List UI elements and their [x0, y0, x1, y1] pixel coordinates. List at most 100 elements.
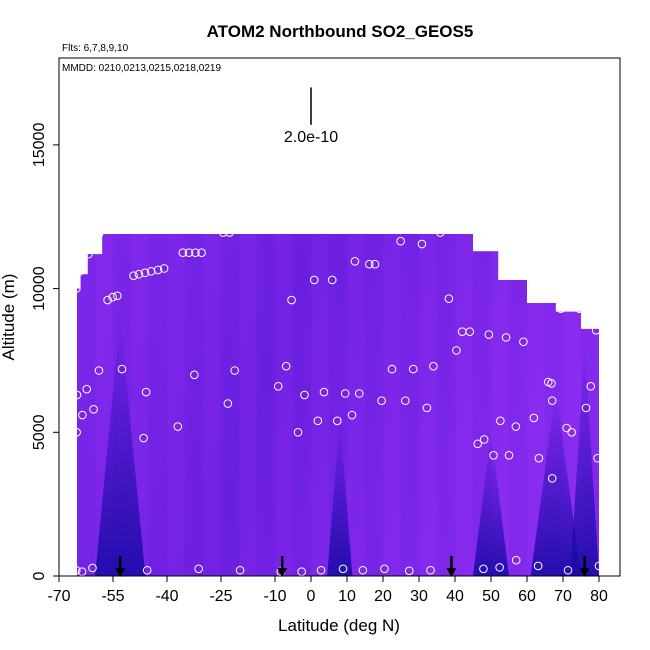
field-band — [77, 233, 95, 576]
sample-points — [71, 228, 604, 576]
scale-bar: 2.0e-10 — [284, 87, 338, 146]
sample-point — [173, 422, 183, 431]
x-axis: -70 -55 -40 -25 -10 0 10 20 30 40 50 60 70 80 — [47, 575, 620, 605]
sample-point — [332, 416, 342, 426]
arrow-head — [277, 568, 288, 577]
sample-point — [191, 248, 200, 257]
x-tick-label: 50 — [482, 588, 500, 605]
sample-point — [142, 565, 152, 575]
field-band — [527, 233, 545, 576]
sample-point — [319, 387, 329, 397]
x-tick-label: 0 — [307, 588, 316, 605]
sample-point — [139, 433, 148, 443]
sample-point — [429, 361, 438, 371]
field-band — [275, 233, 293, 576]
sample-point — [591, 325, 601, 335]
sample-point — [190, 370, 199, 380]
sample-point — [287, 295, 296, 305]
sample-point — [484, 330, 494, 339]
sample-point — [223, 399, 233, 408]
sample-point — [593, 453, 602, 463]
sample-point — [519, 337, 528, 347]
sample-point — [496, 416, 505, 426]
sample-point — [129, 271, 138, 280]
field-band — [401, 233, 419, 576]
x-tick-label: 30 — [410, 588, 428, 605]
sample-point — [401, 396, 410, 405]
field-band — [221, 233, 239, 576]
scale-bar-label: 2.0e-10 — [284, 129, 338, 146]
sample-point — [230, 366, 239, 375]
x-tick-label: -70 — [47, 588, 70, 605]
field-band — [203, 233, 221, 576]
sample-point — [586, 382, 596, 391]
sample-point — [529, 413, 539, 423]
x-axis-title: Latitude (deg N) — [278, 616, 400, 635]
dark-plume — [473, 432, 509, 576]
sample-point — [300, 390, 309, 400]
sample-point — [396, 236, 405, 246]
field-band — [347, 233, 365, 576]
sample-point — [309, 275, 319, 285]
sample-point — [113, 291, 122, 301]
field-band — [383, 233, 401, 576]
x-tick-label: 60 — [518, 588, 536, 605]
sample-point — [435, 228, 445, 237]
sample-point — [501, 333, 511, 342]
sample-point — [594, 561, 604, 571]
sample-point — [504, 450, 514, 460]
x-tick-label: -55 — [101, 588, 124, 605]
sample-point — [84, 249, 93, 259]
sample-point — [77, 567, 87, 576]
sample-point — [422, 403, 432, 413]
x-tick-label: -10 — [263, 588, 286, 605]
sample-point — [194, 564, 203, 574]
arrow-head — [446, 568, 457, 577]
sample-point — [153, 265, 163, 275]
field-band — [293, 233, 311, 576]
sample-point — [563, 565, 573, 575]
sample-point — [511, 422, 521, 431]
dark-plume — [327, 417, 353, 576]
sample-point — [117, 364, 127, 374]
field-band — [419, 233, 437, 576]
sample-point — [575, 304, 584, 314]
dark-plume — [570, 346, 599, 576]
sample-point — [71, 284, 81, 293]
x-tick-label: 40 — [446, 588, 464, 605]
sample-point — [94, 366, 104, 375]
sample-point — [141, 387, 151, 397]
sample-point — [103, 295, 112, 305]
sample-point — [562, 423, 571, 433]
sample-point — [387, 364, 397, 374]
sample-point — [297, 567, 306, 576]
field-band — [239, 233, 257, 576]
sample-point — [377, 396, 386, 405]
field-band — [365, 233, 383, 576]
sample-point — [479, 435, 489, 444]
sample-point — [108, 292, 117, 302]
sample-point — [380, 564, 389, 574]
sample-point — [225, 228, 234, 237]
sample-point — [511, 555, 521, 565]
sample-point — [88, 563, 97, 573]
sample-point — [547, 379, 556, 388]
sample-point — [426, 565, 435, 575]
dark-plume — [95, 317, 146, 576]
sample-point — [350, 256, 360, 266]
sample-point — [534, 453, 544, 463]
dates-subtitle: MMDD: 0210,0213,0215,0218,0219 — [62, 63, 221, 74]
y-tick-label: 0 — [31, 571, 48, 580]
x-tick-label: -40 — [155, 588, 178, 605]
sample-point — [479, 564, 488, 574]
sample-point — [184, 248, 194, 257]
x-tick-label: 70 — [554, 588, 572, 605]
sample-point — [72, 428, 81, 437]
sample-point — [72, 390, 82, 400]
sample-point — [340, 389, 350, 398]
sample-point — [159, 264, 169, 273]
sample-point — [94, 229, 104, 239]
x-tick-label: 80 — [590, 588, 608, 605]
sample-point — [82, 384, 92, 394]
y-tick-label: 5000 — [31, 414, 48, 450]
